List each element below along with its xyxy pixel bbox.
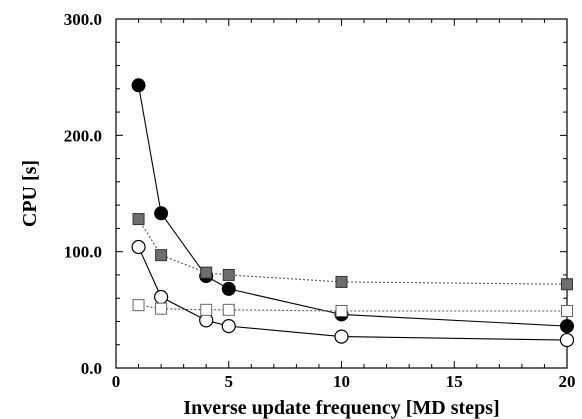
x-axis-ticks: 0 5 10 15 20 xyxy=(112,19,576,391)
data-point xyxy=(131,239,146,255)
data-point xyxy=(132,299,145,312)
data-point xyxy=(222,303,235,316)
data-point xyxy=(222,268,235,281)
x-tick-label: 20 xyxy=(559,372,576,391)
data-point xyxy=(561,304,573,317)
data-point xyxy=(560,319,574,334)
data-point xyxy=(131,78,146,93)
series-open-circle xyxy=(131,239,575,348)
data-point xyxy=(155,302,168,315)
x-axis-label: Inverse update frequency [MD steps] xyxy=(183,397,499,419)
series-line xyxy=(138,304,567,312)
data-point xyxy=(221,281,236,296)
data-point xyxy=(335,275,348,288)
x-tick-label: 5 xyxy=(225,372,234,391)
y-tick-label: 100.0 xyxy=(64,243,102,262)
series-line xyxy=(138,85,568,327)
series-gray-square xyxy=(132,213,573,291)
data-point xyxy=(132,213,145,226)
data-point xyxy=(561,278,573,291)
x-tick-label: 0 xyxy=(112,372,121,391)
data-point xyxy=(200,266,213,279)
series-layer xyxy=(131,78,575,348)
data-point xyxy=(221,319,236,334)
series-open-square xyxy=(132,299,573,317)
series-line xyxy=(138,218,568,285)
series-line xyxy=(138,246,568,341)
y-axis-ticks: 0.0 100.0 200.0 300.0 xyxy=(64,10,567,378)
y-tick-label: 200.0 xyxy=(64,126,102,145)
x-tick-label: 15 xyxy=(446,372,463,391)
data-point xyxy=(334,329,349,344)
data-point xyxy=(154,289,169,305)
x-tick-label: 10 xyxy=(333,372,350,391)
data-point xyxy=(559,332,575,348)
data-point xyxy=(200,303,213,316)
y-tick-label: 0.0 xyxy=(81,359,102,378)
series-filled-circle xyxy=(131,78,574,334)
data-point xyxy=(335,304,348,317)
y-axis-label: CPU [s] xyxy=(19,160,41,227)
data-point xyxy=(154,206,169,221)
y-tick-label: 300.0 xyxy=(64,10,102,29)
data-point xyxy=(155,249,168,262)
